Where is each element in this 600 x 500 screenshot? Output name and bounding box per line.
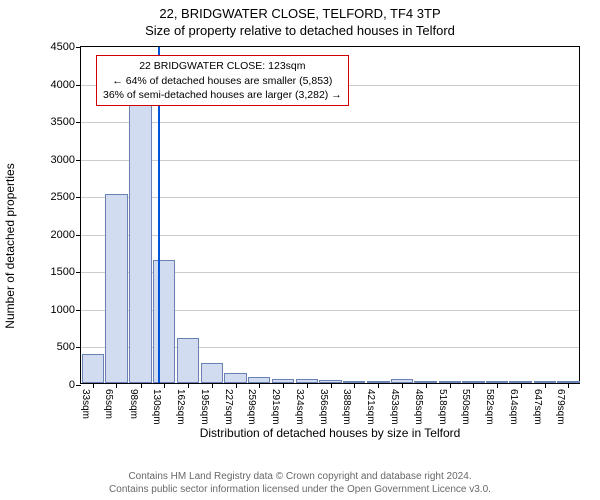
xtick-label: 259sqm [246, 389, 257, 425]
gridline [81, 235, 579, 236]
xtick-mark [93, 383, 94, 388]
xtick-label: 388sqm [341, 389, 352, 425]
xtick-label: 130sqm [151, 389, 162, 425]
xtick-mark [307, 383, 308, 388]
annotation-box: 22 BRIDGWATER CLOSE: 123sqm← 64% of deta… [96, 55, 349, 106]
bar [153, 260, 175, 383]
chart-title: 22, BRIDGWATER CLOSE, TELFORD, TF4 3TP S… [0, 0, 600, 38]
xtick-label: 162sqm [175, 389, 186, 425]
xtick-label: 195sqm [199, 389, 210, 425]
xtick-mark [283, 383, 284, 388]
xtick-mark [354, 383, 355, 388]
xtick-label: 453sqm [389, 389, 400, 425]
bar [82, 354, 104, 383]
ytick-mark [76, 385, 81, 386]
xtick-label: 550sqm [460, 389, 471, 425]
xtick-mark [426, 383, 427, 388]
y-axis-label: Number of detached properties [3, 163, 17, 328]
ytick-label: 2500 [51, 191, 75, 203]
title-line-1: 22, BRIDGWATER CLOSE, TELFORD, TF4 3TP [0, 6, 600, 21]
xtick-label: 614sqm [508, 389, 519, 425]
xtick-mark [164, 383, 165, 388]
xtick-label: 33sqm [80, 389, 91, 419]
footer-line-2: Contains public sector information licen… [0, 484, 600, 497]
xtick-label: 291sqm [270, 389, 281, 425]
chart-container: Number of detached properties 0500100015… [28, 46, 588, 446]
ytick-mark [76, 310, 81, 311]
ytick-label: 1500 [51, 266, 75, 278]
ytick-mark [76, 160, 81, 161]
gridline [81, 122, 579, 123]
ytick-mark [76, 272, 81, 273]
xtick-mark [568, 383, 569, 388]
ytick-label: 4000 [51, 79, 75, 91]
ytick-label: 1000 [51, 304, 75, 316]
ytick-label: 4500 [51, 41, 75, 53]
xtick-mark [116, 383, 117, 388]
xtick-label: 421sqm [365, 389, 376, 425]
xtick-mark [259, 383, 260, 388]
bar [129, 65, 151, 383]
xtick-mark [212, 383, 213, 388]
xtick-label: 582sqm [484, 389, 495, 425]
annotation-line: ← 64% of detached houses are smaller (5,… [103, 74, 342, 88]
ytick-mark [76, 47, 81, 48]
ytick-mark [76, 85, 81, 86]
xtick-mark [545, 383, 546, 388]
bar [105, 194, 127, 383]
bar [177, 338, 199, 383]
ytick-label: 500 [57, 341, 75, 353]
xtick-label: 485sqm [413, 389, 424, 425]
xtick-mark [521, 383, 522, 388]
ytick-label: 0 [69, 379, 75, 391]
ytick-mark [76, 347, 81, 348]
xtick-label: 65sqm [103, 389, 114, 419]
title-line-2: Size of property relative to detached ho… [0, 23, 600, 38]
xtick-mark [378, 383, 379, 388]
xtick-mark [236, 383, 237, 388]
ytick-mark [76, 122, 81, 123]
footer-attribution: Contains HM Land Registry data © Crown c… [0, 471, 600, 496]
ytick-label: 3000 [51, 154, 75, 166]
xtick-mark [331, 383, 332, 388]
xtick-label: 518sqm [437, 389, 448, 425]
xtick-mark [497, 383, 498, 388]
xtick-mark [473, 383, 474, 388]
xtick-label: 647sqm [532, 389, 543, 425]
ytick-mark [76, 235, 81, 236]
xtick-label: 679sqm [555, 389, 566, 425]
xtick-label: 356sqm [318, 389, 329, 425]
xtick-label: 98sqm [128, 389, 139, 419]
annotation-line: 36% of semi-detached houses are larger (… [103, 88, 342, 102]
plot-area: 05001000150020002500300035004000450033sq… [80, 46, 580, 384]
xtick-mark [402, 383, 403, 388]
bar [201, 363, 223, 383]
xtick-mark [450, 383, 451, 388]
xtick-mark [188, 383, 189, 388]
ytick-mark [76, 197, 81, 198]
footer-line-1: Contains HM Land Registry data © Crown c… [0, 471, 600, 484]
ytick-label: 3500 [51, 116, 75, 128]
xtick-label: 227sqm [223, 389, 234, 425]
gridline [81, 197, 579, 198]
x-axis-label: Distribution of detached houses by size … [80, 426, 580, 440]
annotation-line: 22 BRIDGWATER CLOSE: 123sqm [103, 59, 342, 73]
gridline [81, 160, 579, 161]
bar [224, 373, 246, 384]
xtick-label: 324sqm [294, 389, 305, 425]
xtick-mark [141, 383, 142, 388]
ytick-label: 2000 [51, 229, 75, 241]
